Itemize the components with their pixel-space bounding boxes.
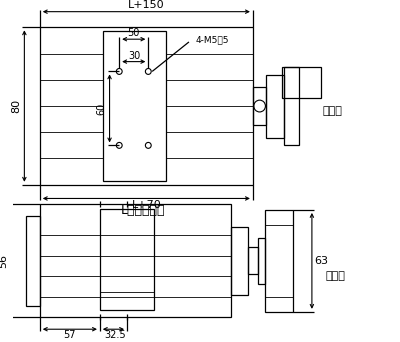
Text: 63: 63	[314, 256, 328, 266]
Text: L+150: L+150	[128, 0, 165, 10]
Bar	[103, 31, 166, 181]
Text: 4-M5深5: 4-M5深5	[196, 36, 229, 44]
Bar	[248, 247, 258, 275]
Text: 57: 57	[64, 330, 76, 340]
Text: L为有效行程: L为有效行程	[121, 204, 166, 217]
Text: 56: 56	[0, 254, 8, 268]
Text: 60: 60	[97, 102, 107, 115]
Bar	[282, 67, 321, 98]
Bar	[40, 205, 230, 317]
Bar	[100, 209, 154, 310]
Text: 主视图: 主视图	[325, 271, 345, 281]
Bar	[40, 27, 253, 185]
Bar	[230, 227, 248, 295]
Text: 32.5: 32.5	[104, 330, 126, 340]
Text: 80: 80	[12, 99, 22, 113]
Bar	[253, 87, 266, 125]
Text: L+70: L+70	[132, 200, 161, 210]
Text: 50: 50	[128, 28, 140, 38]
Bar	[26, 216, 40, 306]
Bar	[266, 210, 292, 312]
Text: 俧视图: 俧视图	[322, 106, 342, 116]
Bar	[284, 67, 299, 145]
Bar	[266, 75, 284, 137]
Bar	[258, 238, 266, 284]
Text: 30: 30	[129, 51, 141, 61]
